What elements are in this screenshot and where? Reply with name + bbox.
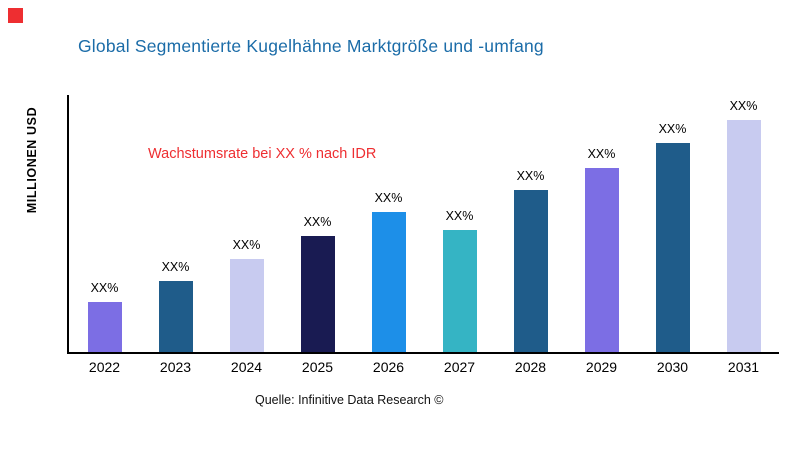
bar-2031 bbox=[726, 120, 761, 352]
bar-column-2029: XX% bbox=[566, 97, 637, 352]
bar-value-label-2029: XX% bbox=[587, 147, 616, 161]
bar-column-2027: XX% bbox=[424, 97, 495, 352]
bar-column-2024: XX% bbox=[211, 97, 282, 352]
bar-value-label-2022: XX% bbox=[90, 281, 119, 295]
x-axis-tick-labels: 2022 2023 2024 2025 2026 2027 2028 2029 2030 2031 bbox=[69, 359, 779, 375]
bar-column-2026: XX% bbox=[353, 97, 424, 352]
source-attribution: Quelle: Infinitive Data Research © bbox=[255, 393, 444, 407]
bar-value-label-2025: XX% bbox=[303, 215, 332, 229]
bar-value-label-2023: XX% bbox=[161, 260, 190, 274]
bar-2028 bbox=[513, 190, 548, 352]
bar-2027 bbox=[442, 230, 477, 352]
bar-column-2030: XX% bbox=[637, 97, 708, 352]
x-tick-2026: 2026 bbox=[372, 359, 405, 375]
bar-2024 bbox=[229, 259, 264, 352]
bar-2025 bbox=[300, 236, 335, 352]
bar-value-label-2024: XX% bbox=[232, 238, 261, 252]
x-axis-line bbox=[67, 352, 779, 354]
x-tick-2027: 2027 bbox=[443, 359, 476, 375]
bar-2030 bbox=[655, 143, 690, 352]
bar-value-label-2026: XX% bbox=[374, 191, 403, 205]
bar-plot-area: XX% XX% XX% XX% XX% XX% XX% XX% XX% XX% bbox=[69, 97, 779, 352]
bar-column-2023: XX% bbox=[140, 97, 211, 352]
bar-column-2031: XX% bbox=[708, 97, 779, 352]
x-tick-2024: 2024 bbox=[230, 359, 263, 375]
x-tick-2022: 2022 bbox=[88, 359, 121, 375]
x-tick-2028: 2028 bbox=[514, 359, 547, 375]
bar-2022 bbox=[87, 302, 122, 352]
x-tick-2029: 2029 bbox=[585, 359, 618, 375]
growth-rate-annotation: Wachstumsrate bei XX % nach IDR bbox=[148, 146, 377, 162]
bar-column-2028: XX% bbox=[495, 97, 566, 352]
bar-2023 bbox=[158, 281, 193, 352]
bar-value-label-2030: XX% bbox=[658, 122, 687, 136]
bar-column-2022: XX% bbox=[69, 97, 140, 352]
y-axis-line bbox=[67, 95, 69, 354]
bar-column-2025: XX% bbox=[282, 97, 353, 352]
x-tick-2025: 2025 bbox=[301, 359, 334, 375]
brand-logo-square bbox=[8, 8, 23, 23]
bar-2029 bbox=[584, 168, 619, 352]
bar-value-label-2027: XX% bbox=[445, 209, 474, 223]
bar-value-label-2028: XX% bbox=[516, 169, 545, 183]
bar-value-label-2031: XX% bbox=[729, 99, 758, 113]
chart-title: Global Segmentierte Kugelhähne Marktgröß… bbox=[78, 36, 544, 56]
y-axis-label: MILLIONEN USD bbox=[25, 106, 39, 214]
x-tick-2030: 2030 bbox=[656, 359, 689, 375]
x-tick-2031: 2031 bbox=[727, 359, 760, 375]
x-tick-2023: 2023 bbox=[159, 359, 192, 375]
bar-2026 bbox=[371, 212, 406, 352]
